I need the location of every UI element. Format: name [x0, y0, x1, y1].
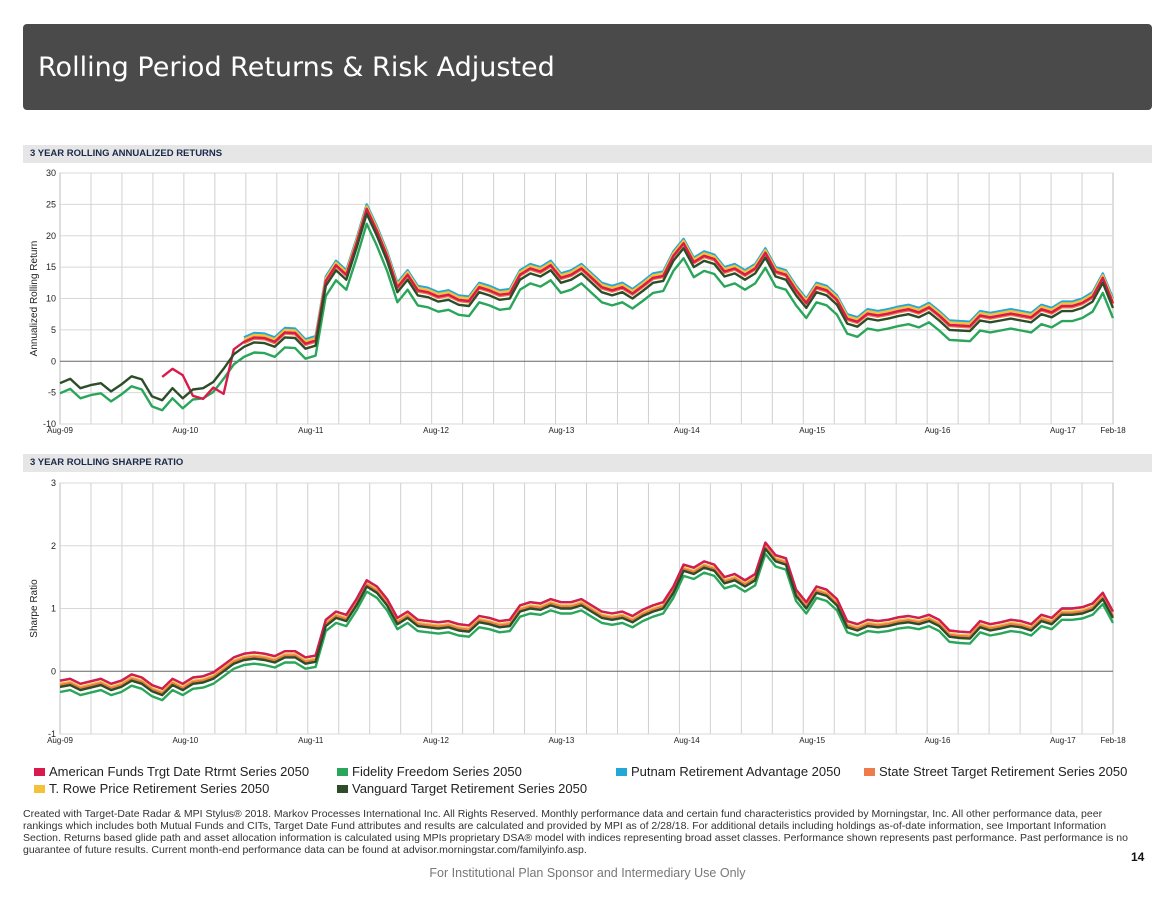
x-tick-label: Aug-09: [47, 426, 73, 435]
y-tick-label: 20: [46, 231, 56, 241]
legend-swatch-putnam: [616, 767, 627, 776]
x-tick-label: Aug-12: [423, 736, 449, 745]
y-tick-label: 30: [46, 168, 56, 178]
legend-label: Vanguard Target Retirement Series 2050: [352, 781, 588, 796]
legend-item-fidelity: Fidelity Freedom Series 2050: [337, 764, 522, 779]
x-tick-label: Aug-16: [925, 426, 951, 435]
page-number: 14: [1131, 850, 1145, 864]
legend-item-putnam: Putnam Retirement Advantage 2050: [616, 764, 841, 779]
legend-item-statestreet: State Street Target Retirement Series 20…: [864, 764, 1127, 779]
y-tick-label: -10: [43, 419, 56, 429]
y-tick-label: -5: [48, 388, 56, 398]
x-tick-label: Aug-13: [549, 736, 575, 745]
legend-swatch-fidelity: [337, 767, 348, 776]
series-line-american: [59, 541, 1115, 690]
series-line-fidelity: [59, 552, 1115, 702]
x-tick-label: Feb-18: [1100, 426, 1126, 435]
y-axis-label: Sharpe Ratio: [29, 579, 40, 638]
legend-swatch-american: [34, 767, 45, 776]
y-tick-label: -1: [48, 729, 56, 739]
returns-chart-title: 3 YEAR ROLLING ANNUALIZED RETURNS: [30, 148, 223, 159]
x-tick-label: Aug-15: [799, 736, 825, 745]
y-tick-label: 0: [51, 356, 56, 366]
page-title: Rolling Period Returns & Risk Adjusted: [38, 52, 555, 83]
legend-item-vanguard: Vanguard Target Retirement Series 2050: [337, 781, 587, 796]
legend-label: State Street Target Retirement Series 20…: [879, 764, 1128, 779]
x-tick-label: Aug-15: [799, 426, 825, 435]
legend-label: Putnam Retirement Advantage 2050: [631, 764, 841, 779]
series-line-vanguard: [59, 212, 1115, 402]
title-bar: Rolling Period Returns & Risk Adjusted: [23, 24, 1152, 110]
x-tick-label: Aug-11: [298, 736, 324, 745]
returns-chart-header: 3 YEAR ROLLING ANNUALIZED RETURNS: [23, 145, 1152, 163]
y-tick-label: 0: [51, 666, 56, 676]
x-tick-label: Aug-10: [172, 426, 198, 435]
legend: American Funds Trgt Date Rtrmt Series 20…: [34, 764, 1154, 798]
series-line-vanguard: [59, 547, 1115, 697]
y-tick-label: 5: [51, 325, 56, 335]
footnote: Created with Target-Date Radar & MPI Sty…: [23, 808, 1128, 856]
legend-item-trowe: T. Rowe Price Retirement Series 2050: [34, 781, 269, 796]
series-line-fidelity: [59, 222, 1115, 412]
x-tick-label: Aug-14: [674, 426, 700, 435]
sharpe-chart-header: 3 YEAR ROLLING SHARPE RATIO: [23, 454, 1152, 472]
returns-chart: -10 -5 0 5 10 15 20 25 30 Aug-09 Aug-10 Aug-11 Aug-1…: [29, 168, 1126, 435]
usage-note: For Institutional Plan Sponsor and Inter…: [429, 866, 746, 880]
x-tick-label: Aug-13: [549, 426, 575, 435]
x-tick-label: Aug-17: [1050, 736, 1076, 745]
legend-label: T. Rowe Price Retirement Series 2050: [49, 781, 270, 796]
x-tick-label: Aug-11: [298, 426, 324, 435]
x-tick-label: Aug-12: [423, 426, 449, 435]
legend-label: Fidelity Freedom Series 2050: [352, 764, 522, 779]
y-tick-label: 1: [51, 604, 56, 614]
x-tick-label: Aug-14: [674, 736, 700, 745]
y-tick-label: 15: [46, 262, 56, 272]
y-tick-label: 2: [51, 541, 56, 551]
legend-item-american: American Funds Trgt Date Rtrmt Series 20…: [34, 764, 309, 779]
sharpe-chart: -1 0 1 2 3 Aug-09 Aug-10 Aug-11 Aug-12 Aug-13 Aug-…: [29, 478, 1126, 745]
y-tick-label: 3: [51, 478, 56, 488]
sharpe-chart-title: 3 YEAR ROLLING SHARPE RATIO: [30, 457, 184, 468]
y-tick-label: 25: [46, 199, 56, 209]
y-axis-label: Annualized Rolling Return: [29, 241, 40, 357]
legend-label: American Funds Trgt Date Rtrmt Series 20…: [49, 764, 310, 779]
legend-swatch-trowe: [34, 784, 45, 793]
y-tick-label: 10: [46, 294, 56, 304]
series-line-statestreet: [59, 545, 1115, 695]
x-tick-label: Aug-17: [1050, 426, 1076, 435]
x-tick-label: Feb-18: [1100, 736, 1126, 745]
x-tick-label: Aug-10: [172, 736, 198, 745]
legend-swatch-statestreet: [864, 767, 875, 776]
legend-swatch-vanguard: [337, 784, 348, 793]
x-tick-label: Aug-09: [47, 736, 73, 745]
x-tick-label: Aug-16: [925, 736, 951, 745]
